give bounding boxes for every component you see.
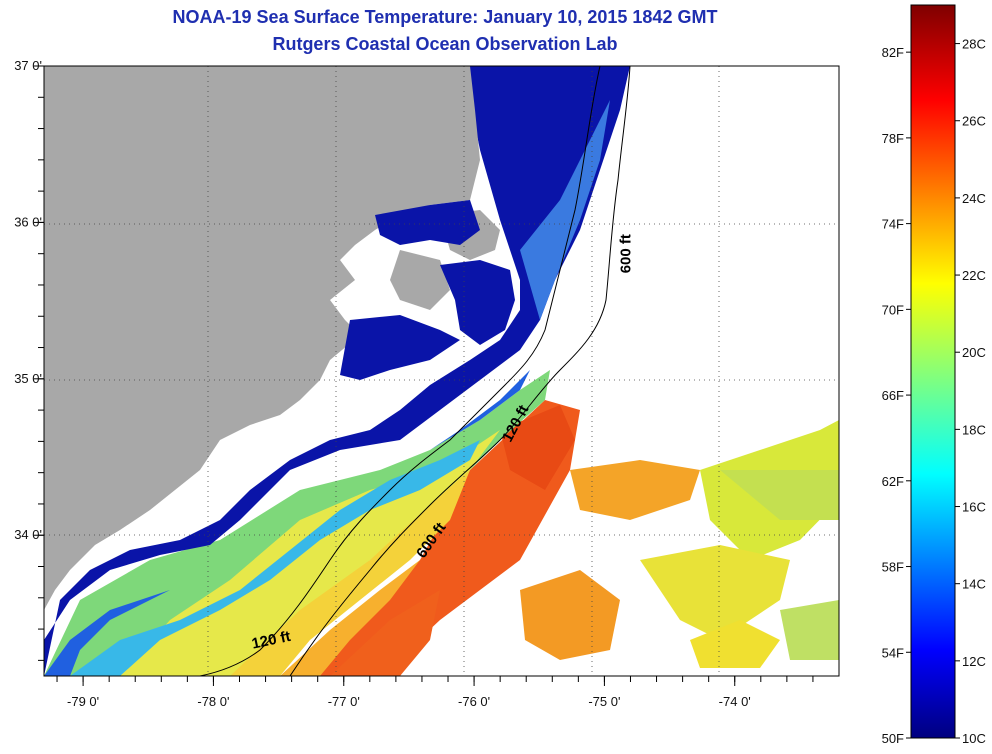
lon-tick-label: -75 0' xyxy=(588,694,620,709)
colorbar-fahrenheit-label: 58F xyxy=(882,560,904,575)
lon-tick-label: -76 0' xyxy=(458,694,490,709)
colorbar-celsius-label: 24C xyxy=(962,191,986,206)
cold-coastal-water xyxy=(44,66,630,676)
sounds xyxy=(340,200,515,380)
colorbar-fahrenheit-label: 54F xyxy=(882,645,904,660)
colorbar-celsius-label: 14C xyxy=(962,577,986,592)
colorbar-fahrenheit-label: 74F xyxy=(882,217,904,232)
colorbar-fahrenheit-label: 78F xyxy=(882,131,904,146)
colorbar-celsius-label: 22C xyxy=(962,268,986,283)
lat-tick-label: 36 0' xyxy=(14,214,42,229)
colorbar-gradient xyxy=(910,4,956,739)
colorbar-celsius-label: 26C xyxy=(962,114,986,129)
colorbar-fahrenheit-label: 70F xyxy=(882,302,904,317)
map-title: NOAA-19 Sea Surface Temperature: January… xyxy=(172,7,718,27)
colorbar-fahrenheit-label: 50F xyxy=(882,731,904,746)
lat-tick-label: 37 0' xyxy=(14,58,42,73)
isobath-120ft xyxy=(199,66,601,676)
map-subtitle: Rutgers Coastal Ocean Observation Lab xyxy=(272,34,618,54)
colorbar-fahrenheit-label: 82F xyxy=(882,45,904,60)
axis-ticks: -79 0' -78 0' -77 0' -76 0' -75 0' -74 0' 37 0… xyxy=(14,58,814,709)
colorbar-fahrenheit-label: 62F xyxy=(882,474,904,489)
colorbar-celsius-label: 18C xyxy=(962,422,986,437)
isobath-600ft xyxy=(289,66,631,676)
colorbar-labels: 82F 78F 74F 70F 66F 62F 58F 54F 50F 28C 26C 24C 22C 2… xyxy=(882,37,986,746)
lon-tick-label: -77 0' xyxy=(328,694,360,709)
isobaths xyxy=(199,66,631,676)
colorbar-celsius-label: 10C xyxy=(962,731,986,746)
warm-offshore-water xyxy=(300,400,839,676)
colorbar-celsius-label: 20C xyxy=(962,345,986,360)
lon-tick-label: -79 0' xyxy=(67,694,99,709)
colorbar-celsius-label: 16C xyxy=(962,500,986,515)
lat-tick-label: 35 0' xyxy=(14,371,42,386)
colorbar-celsius-label: 12C xyxy=(962,654,986,669)
graticule xyxy=(44,66,839,676)
lat-tick-label: 34 0' xyxy=(14,527,42,542)
map-frame xyxy=(43,65,840,677)
colorbar-celsius-label: 28C xyxy=(962,37,986,52)
lon-tick-label: -78 0' xyxy=(197,694,229,709)
lon-tick-label: -74 0' xyxy=(719,694,751,709)
isobath-label: 600 ft xyxy=(617,234,634,273)
colorbar-fahrenheit-label: 66F xyxy=(882,388,904,403)
